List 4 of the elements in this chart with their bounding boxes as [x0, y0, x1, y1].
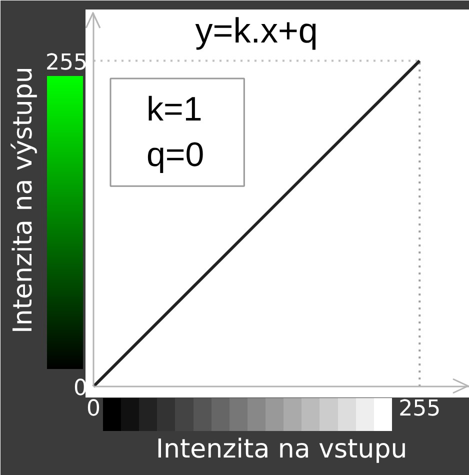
y-axis-title: Intenzita na výstupu [8, 66, 39, 334]
annotation: k=1 q=0 [146, 90, 204, 174]
chart-title: y=k.x+q [195, 12, 318, 50]
x-axis-title: Intenzita na vstupu [156, 434, 408, 464]
